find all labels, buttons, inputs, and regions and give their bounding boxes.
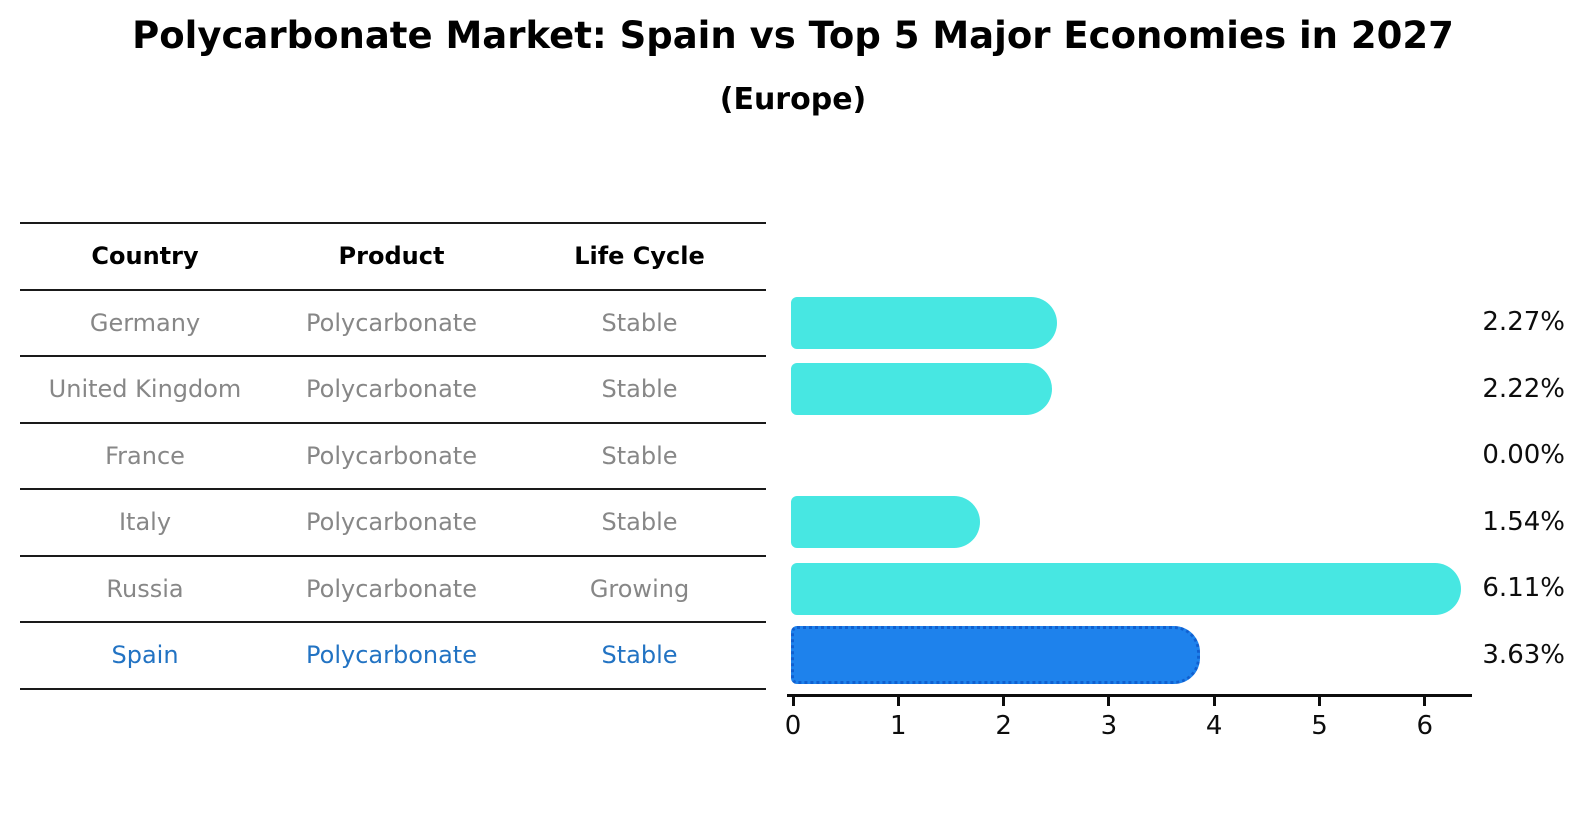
table-row-spain: Spain Polycarbonate Stable <box>20 623 766 690</box>
x-axis-tick <box>1107 697 1111 706</box>
country-cell: Italy <box>118 508 172 537</box>
country-cell: France <box>105 441 185 470</box>
life-cycle-cell: Stable <box>601 641 678 670</box>
value-label-united-kingdom: 2.22% <box>1482 374 1565 404</box>
column-header-product: Product <box>338 242 445 271</box>
bar-germany <box>791 296 1058 349</box>
x-axis-tick <box>1002 697 1006 706</box>
product-cell: Polycarbonate <box>306 308 477 337</box>
x-axis-tick <box>896 697 900 706</box>
bar-united-kingdom <box>791 363 1052 415</box>
x-axis-tick <box>791 697 795 706</box>
country-cell: Spain <box>111 641 179 670</box>
value-label-spain: 3.63% <box>1482 640 1565 670</box>
product-cell: Polycarbonate <box>306 641 477 670</box>
table-row-russia: Russia Polycarbonate Growing <box>20 557 766 623</box>
value-label-germany: 2.27% <box>1482 307 1565 337</box>
x-axis-line <box>787 694 1472 697</box>
value-label-italy: 1.54% <box>1482 507 1565 537</box>
bar-spain <box>791 626 1201 684</box>
x-axis-tick-label: 6 <box>1416 711 1434 741</box>
table-header-row: Country Product Life Cycle <box>20 224 766 291</box>
column-header-life-cycle: Life Cycle <box>574 242 705 271</box>
life-cycle-cell: Stable <box>601 508 678 537</box>
x-axis-tick-label: 2 <box>995 711 1012 741</box>
x-axis-tick-label: 0 <box>784 711 802 741</box>
country-cell: Russia <box>106 574 184 603</box>
x-axis-tick <box>1423 697 1427 706</box>
chart-subtitle: (Europe) <box>719 82 867 117</box>
x-axis-tick-label: 1 <box>890 711 907 741</box>
column-header-country: Country <box>91 242 199 271</box>
life-cycle-cell: Growing <box>589 574 690 603</box>
product-cell: Polycarbonate <box>306 574 477 603</box>
x-axis-tick-label: 4 <box>1205 711 1223 741</box>
table-row-france: France Polycarbonate Stable <box>20 424 766 490</box>
life-cycle-cell: Stable <box>601 441 678 470</box>
table-row-united-kingdom: United Kingdom Polycarbonate Stable <box>20 357 766 424</box>
value-label-russia: 6.11% <box>1482 573 1565 603</box>
table-row-germany: Germany Polycarbonate Stable <box>20 291 766 357</box>
product-cell: Polycarbonate <box>306 375 477 404</box>
table-row-italy: Italy Polycarbonate Stable <box>20 490 766 557</box>
x-axis-tick <box>1318 697 1321 706</box>
product-cell: Polycarbonate <box>306 508 477 537</box>
bar-italy <box>791 496 981 548</box>
bar-russia <box>791 562 1462 615</box>
product-cell: Polycarbonate <box>306 441 477 470</box>
country-cell: Germany <box>89 308 201 337</box>
life-cycle-cell: Stable <box>601 375 678 404</box>
x-axis-tick-label: 3 <box>1100 711 1118 741</box>
country-table: Country Product Life Cycle Germany Polyc… <box>20 222 766 690</box>
chart-title: Polycarbonate Market: Spain vs Top 5 Maj… <box>132 14 1454 57</box>
life-cycle-cell: Stable <box>601 308 678 337</box>
country-cell: United Kingdom <box>48 375 242 404</box>
value-label-france: 0.00% <box>1482 440 1565 470</box>
x-axis-tick <box>1212 697 1216 706</box>
x-axis-tick-label: 5 <box>1311 711 1328 741</box>
